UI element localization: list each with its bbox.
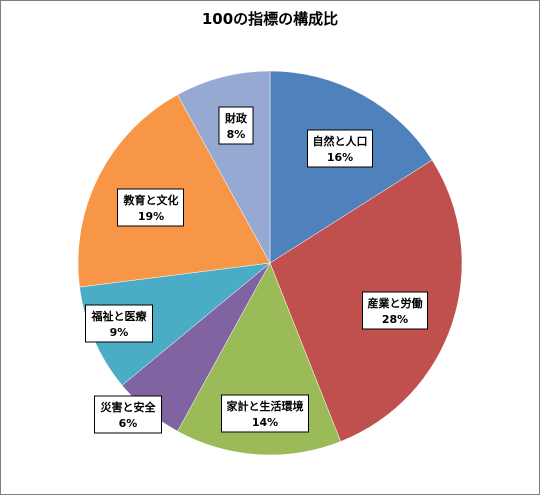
category-label: 財政 xyxy=(224,111,248,125)
value-label: 14% xyxy=(252,416,278,429)
data-label-7: 財政 8% xyxy=(218,106,254,145)
chart-title: 100の指標の構成比 xyxy=(201,10,339,28)
value-label: 19% xyxy=(138,210,164,223)
value-label: 16% xyxy=(327,151,353,164)
data-label-6: 教育と文化 19% xyxy=(117,188,184,227)
value-label: 8% xyxy=(227,128,246,141)
pie-labels: 自然と人口 16% 産業と労働 28% 家計と生活環境 14% 災害と安全 6% 福祉と医療 9%… xyxy=(85,106,428,434)
value-label: 9% xyxy=(110,326,129,339)
data-label-2: 産業と労働 28% xyxy=(362,291,428,330)
data-label-4: 災害と安全 6% xyxy=(94,395,162,434)
value-label: 28% xyxy=(382,313,408,326)
data-label-5: 福祉と医療 9% xyxy=(85,304,153,343)
category-label: 福祉と医療 xyxy=(91,309,148,323)
category-label: 自然と人口 xyxy=(313,134,368,148)
data-label-3: 家計と生活環境 14% xyxy=(221,394,309,433)
category-label: 教育と文化 xyxy=(123,193,179,207)
category-label: 災害と安全 xyxy=(100,400,157,414)
category-label: 家計と生活環境 xyxy=(227,399,304,413)
category-label: 産業と労働 xyxy=(368,296,423,310)
value-label: 6% xyxy=(119,417,138,430)
data-label-1: 自然と人口 16% xyxy=(307,129,373,168)
